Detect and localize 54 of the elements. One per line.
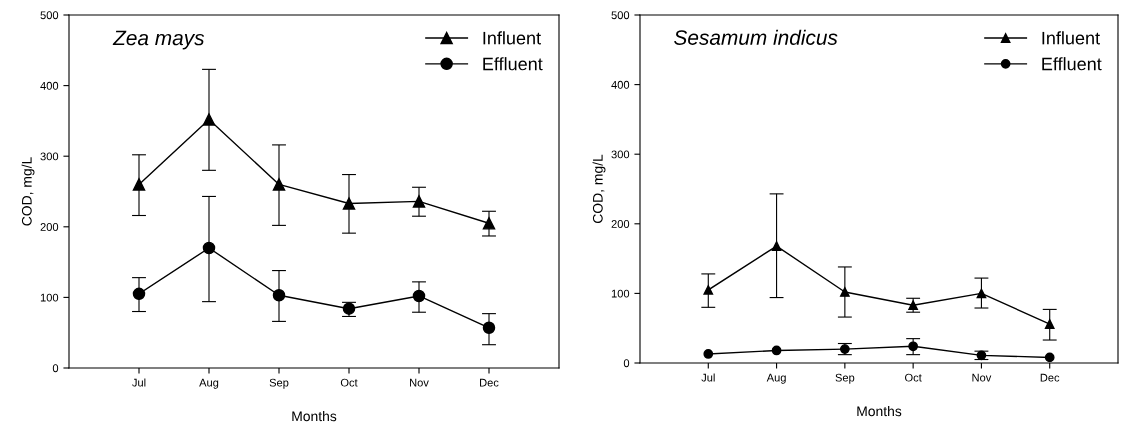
point xyxy=(839,287,850,297)
y-tick-label: 200 xyxy=(40,223,59,231)
point xyxy=(703,349,714,359)
point xyxy=(482,321,496,335)
text: Sesamum indicus xyxy=(674,29,838,45)
point xyxy=(342,197,356,210)
x-tick-label: Oct xyxy=(905,373,922,382)
x-tick-label: Aug xyxy=(766,373,786,384)
y-tick-label: 100 xyxy=(40,293,59,302)
x-tick-label: Dec xyxy=(480,378,499,387)
legend-label: Influent xyxy=(483,31,541,45)
y-tick-label: 300 xyxy=(611,150,630,159)
text: Zea mays xyxy=(112,30,205,50)
x-tick-label: Jul xyxy=(132,378,146,387)
point xyxy=(771,241,782,251)
x-tick-label: Sep xyxy=(269,378,289,389)
y-tick-label: 500 xyxy=(611,11,630,20)
point xyxy=(976,288,987,299)
point xyxy=(412,195,426,208)
y-axis-title: COD, mg/L xyxy=(592,154,606,224)
y-tick-label: 300 xyxy=(40,152,59,161)
point xyxy=(202,113,216,126)
point xyxy=(132,178,146,191)
y-tick-label: 400 xyxy=(611,80,630,89)
point xyxy=(272,289,286,302)
legend-label: Effluent xyxy=(483,57,543,71)
point xyxy=(1044,352,1055,363)
x-axis-title: Months xyxy=(857,406,902,417)
x-axis-title: Months xyxy=(292,411,337,422)
x-tick-label: Oct xyxy=(340,378,358,387)
point xyxy=(202,241,216,255)
point xyxy=(412,289,426,303)
point xyxy=(272,178,286,191)
point xyxy=(771,345,782,356)
point xyxy=(908,341,919,352)
legend-label: Effluent xyxy=(1042,57,1102,71)
x-tick-label: Nov xyxy=(410,378,429,387)
point xyxy=(703,285,714,295)
x-tick-label: Jul xyxy=(701,373,715,382)
y-tick-label: 400 xyxy=(40,81,59,90)
x-tick-label: Dec xyxy=(1040,373,1060,382)
x-tick-label: Aug xyxy=(199,378,219,389)
x-tick-label: Sep xyxy=(835,373,855,384)
y-tick-label: 0 xyxy=(623,359,630,368)
point xyxy=(132,287,146,301)
point xyxy=(482,217,496,230)
x-tick-label: Nov xyxy=(972,373,992,382)
y-tick-label: 500 xyxy=(40,11,59,20)
y-tick-label: 100 xyxy=(611,289,630,298)
y-axis-title: COD, mg/L xyxy=(21,157,35,226)
y-tick-label: 200 xyxy=(611,220,630,228)
y-tick-label: 0 xyxy=(52,364,59,373)
legend-label: Influent xyxy=(1042,31,1100,45)
point xyxy=(1044,319,1055,329)
